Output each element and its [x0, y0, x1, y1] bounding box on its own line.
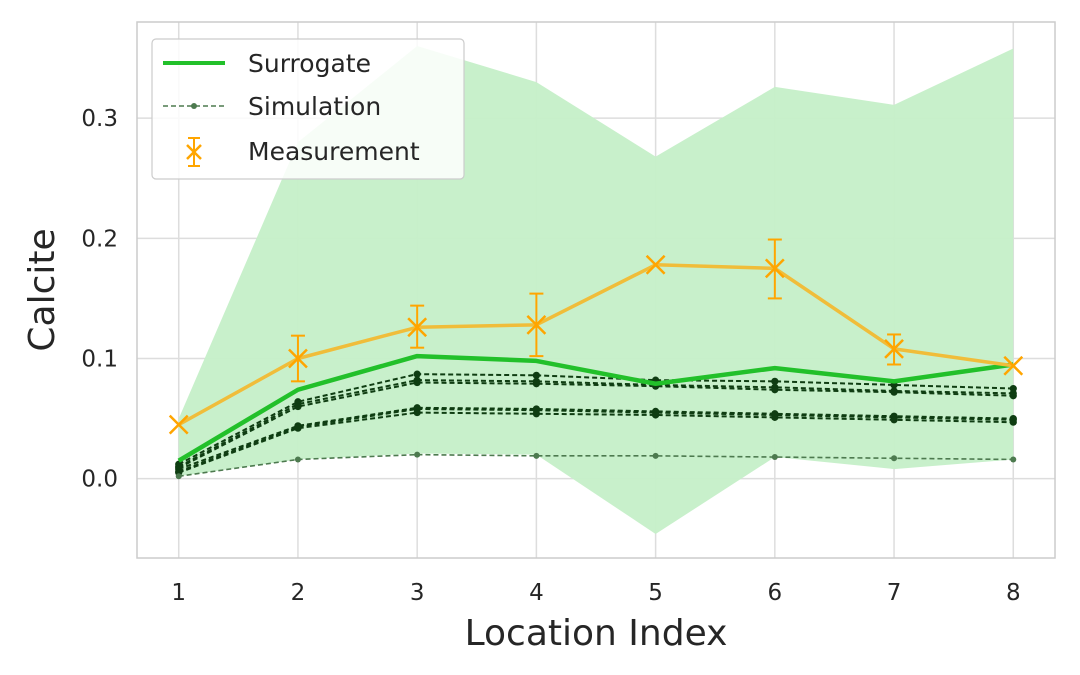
x-tick-label: 6 [768, 580, 783, 606]
simulation-line [178, 381, 1014, 469]
y-axis-title: Calcite [22, 228, 63, 351]
y-tick-label: 0.0 [81, 467, 118, 493]
simulation-point [294, 456, 301, 463]
simulation-line [178, 373, 1014, 466]
simulation-series [175, 370, 1017, 480]
legend-simulation-marker [191, 103, 197, 109]
measurement-point [168, 414, 189, 435]
measurement-point [526, 314, 547, 335]
x-tick-label: 4 [529, 580, 544, 606]
simulation-point [532, 371, 540, 379]
measurement-point [645, 254, 666, 275]
simulation-point [413, 370, 421, 378]
simulation-point [294, 402, 302, 411]
simulation-point [890, 416, 898, 424]
simulation-point [890, 388, 898, 396]
y-tick-labels: 0.0 0.1 0.2 0.3 [81, 106, 118, 493]
x-axis-title: Location Index [465, 613, 728, 654]
x-tick-label: 3 [410, 580, 425, 606]
legend-measurement-label: Measurement [248, 137, 420, 166]
simulation-line [178, 411, 1014, 474]
simulation-point [175, 473, 182, 480]
measurement-point [407, 317, 428, 338]
measurement-point [764, 258, 785, 279]
legend-measurement-swatch [186, 137, 202, 167]
legend-box [151, 38, 465, 180]
x-tick-label: 5 [648, 580, 663, 606]
y-tick-label: 0.2 [81, 226, 118, 252]
simulation-point [1009, 418, 1017, 426]
simulation-point [1010, 456, 1017, 463]
simulation-point [532, 410, 540, 418]
surrogate-series [177, 353, 1014, 463]
simulation-line [178, 407, 1014, 473]
simulation-point [533, 452, 540, 459]
y-tick-label: 0.3 [81, 106, 118, 132]
simulation-point [413, 378, 421, 387]
measurement-series [168, 238, 1024, 435]
simulation-point [771, 377, 779, 385]
simulation-point [771, 454, 778, 461]
x-tick-labels: 1 2 3 4 5 6 7 8 [171, 580, 1020, 606]
legend-simulation-label: Simulation [248, 92, 381, 121]
legend-surrogate-label: Surrogate [248, 49, 371, 78]
simulation-point [891, 455, 898, 462]
simulation-point [1009, 392, 1017, 400]
simulation-point [532, 380, 540, 388]
simulation-point [771, 386, 779, 394]
x-tick-label: 7 [887, 580, 902, 606]
simulation-line [178, 406, 1014, 471]
simulation-line [178, 453, 1014, 478]
simulation-point [414, 451, 421, 458]
x-tick-label: 8 [1006, 580, 1021, 606]
simulation-point [652, 411, 660, 419]
measurement-point [288, 348, 308, 369]
simulation-point [294, 424, 302, 432]
plot-frame [136, 21, 1056, 559]
measurement-line [177, 263, 1014, 427]
simulation-point [771, 413, 779, 421]
surrogate-line [177, 353, 1014, 463]
simulation-point [413, 408, 421, 417]
simulation-line [178, 379, 1014, 468]
legend: Surrogate Simulation Measurement [151, 38, 465, 180]
measurement-point [884, 339, 904, 359]
x-tick-label: 2 [291, 580, 306, 606]
x-tick-label: 1 [171, 580, 186, 606]
simulation-point [652, 452, 659, 459]
y-tick-label: 0.1 [81, 347, 118, 373]
measurement-point [1003, 355, 1024, 376]
